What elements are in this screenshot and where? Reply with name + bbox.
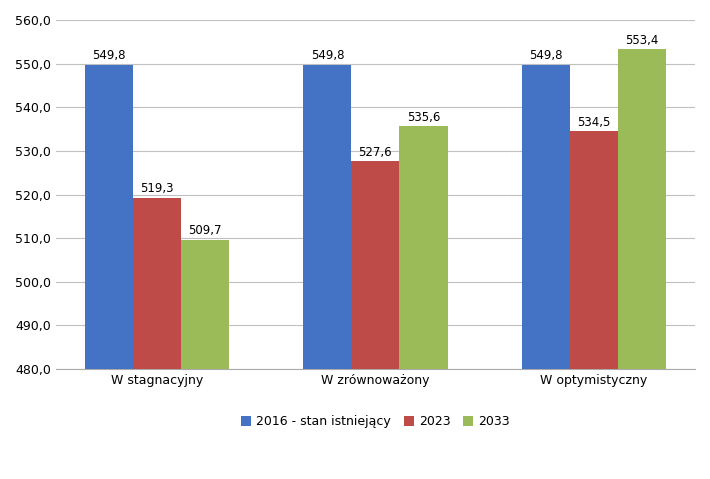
Text: 519,3: 519,3 — [141, 182, 174, 195]
Text: 553,4: 553,4 — [626, 34, 659, 46]
Legend: 2016 - stan istniejący, 2023, 2033: 2016 - stan istniejący, 2023, 2033 — [236, 411, 515, 433]
Text: 549,8: 549,8 — [529, 49, 562, 62]
Bar — [618, 49, 666, 369]
Bar — [351, 161, 400, 369]
Text: 549,8: 549,8 — [311, 49, 344, 62]
Bar — [522, 65, 570, 369]
Text: 509,7: 509,7 — [188, 224, 222, 237]
Text: 549,8: 549,8 — [92, 49, 126, 62]
Text: 535,6: 535,6 — [407, 111, 440, 125]
Bar — [133, 198, 181, 369]
Text: 534,5: 534,5 — [577, 116, 611, 129]
Text: 527,6: 527,6 — [359, 146, 392, 159]
Bar — [303, 65, 351, 369]
Bar — [181, 240, 229, 369]
Bar — [400, 126, 447, 369]
Bar — [570, 131, 618, 369]
Bar — [85, 65, 133, 369]
